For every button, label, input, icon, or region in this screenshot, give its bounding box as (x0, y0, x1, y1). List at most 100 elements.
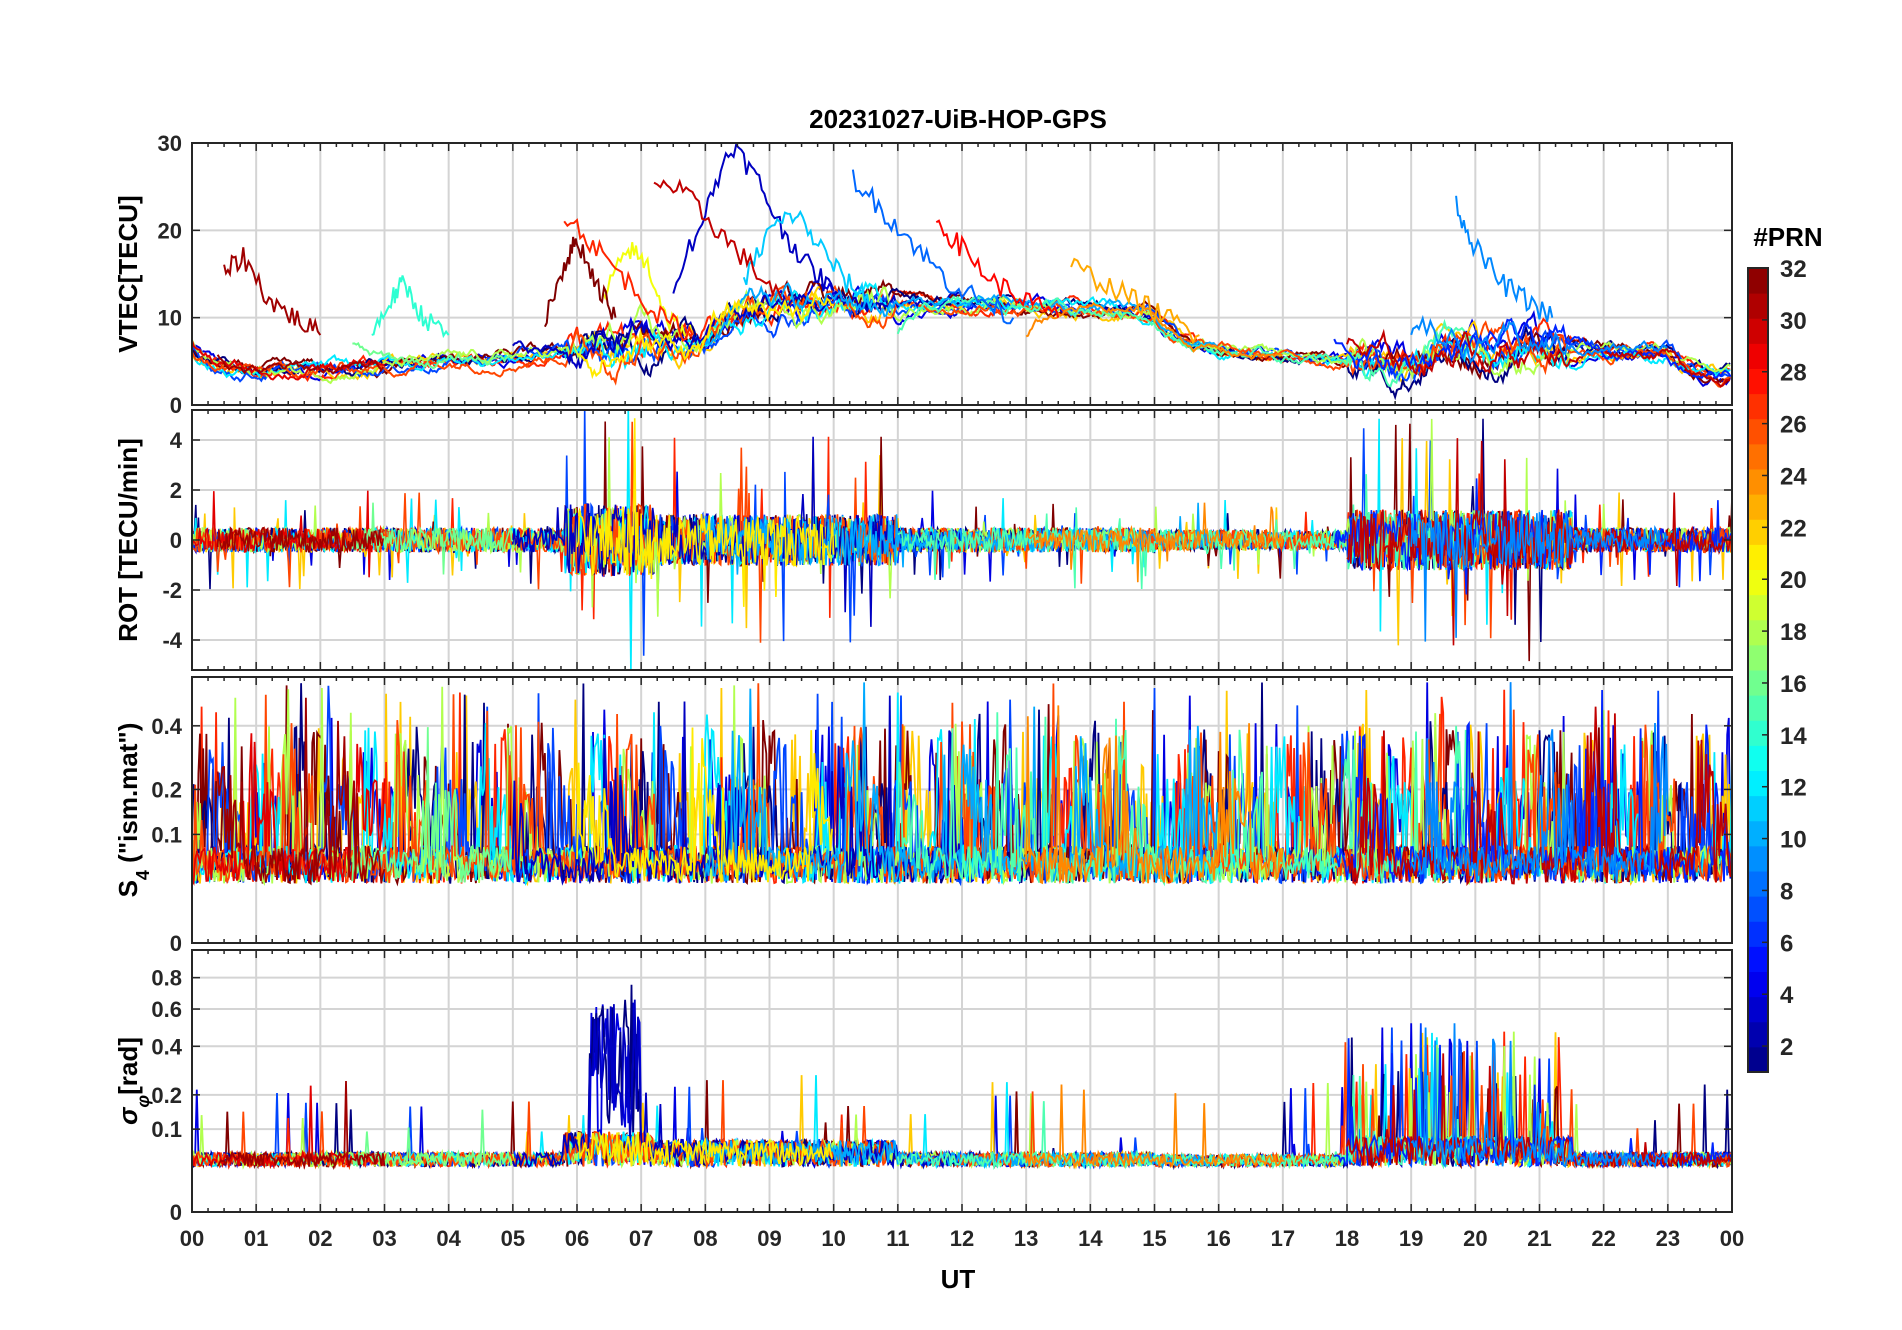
y-tick-label: 0.8 (151, 966, 182, 991)
sigma-trace-prn-15 (896, 1047, 1476, 1171)
colorbar-segment (1748, 795, 1768, 822)
sigma-trace-prn-24 (1025, 1084, 1284, 1170)
panel-s4: 00.10.20.4S4 ("ism.mat") (113, 676, 1733, 956)
y-axis-label-main: S (113, 880, 143, 897)
y-tick-label: 0.6 (151, 997, 182, 1022)
colorbar-segment (1748, 996, 1768, 1023)
colorbar-segment (1748, 393, 1768, 420)
colorbar-segment (1748, 318, 1768, 344)
x-tick-label: 11 (886, 1226, 909, 1251)
y-axis-label-rot: ROT [TECU/min] (113, 438, 143, 642)
colorbar-tick-label: 2 (1780, 1034, 1793, 1061)
y-axis-label-vtec: VTEC[TECU] (113, 195, 143, 352)
colorbar-segment (1748, 494, 1768, 520)
s4-trace-prn-30 (1346, 706, 1732, 887)
x-axis-label: UT (941, 1264, 976, 1294)
colorbar-segment (1748, 820, 1768, 847)
y-tick-label: 0 (170, 1200, 182, 1225)
panel-vtec: 0 10 20 30 VTEC[TECU] (113, 131, 1733, 418)
vtec-trace-prn-31 (216, 354, 385, 375)
colorbar-tick-label: 28 (1780, 360, 1807, 387)
vtec-series-prn-27 (563, 218, 694, 343)
x-tick-label: 17 (1271, 1226, 1295, 1251)
y-tick-label: 0 (170, 393, 182, 418)
x-tick-label: 21 (1527, 1226, 1551, 1251)
colorbar-tick-label: 30 (1780, 308, 1807, 335)
colorbar-tick-label: 26 (1780, 412, 1807, 439)
x-tick-label: 02 (308, 1226, 332, 1251)
x-tick-label: 18 (1335, 1226, 1359, 1251)
y-axis-label-sub: 4 (133, 870, 153, 880)
colorbar-segment (1748, 544, 1768, 570)
colorbar-segment (1748, 770, 1768, 797)
sigma-trace-prn-16 (351, 1109, 512, 1167)
vtec-series-prn-28 (935, 219, 1060, 318)
x-tick-label: 05 (501, 1226, 525, 1251)
vtec-trace-prn-6 (1333, 317, 1732, 380)
colorbar-tick-label: 24 (1780, 463, 1807, 490)
colorbar-segment (1748, 619, 1768, 646)
sigma-trace-prn-9 (1410, 1023, 1669, 1170)
panel-rot: -4 -2 0 2 4 ROT [TECU/min] (113, 409, 1733, 671)
y-axis-label-rest: ("ism.mat") (113, 723, 143, 870)
colorbar-segment (1748, 418, 1768, 445)
rot-trace-prn-24 (1025, 502, 1284, 583)
y-tick-label: -4 (162, 628, 182, 653)
colorbar-title: #PRN (1753, 222, 1822, 252)
colorbar-segment (1748, 720, 1768, 746)
s4-trace-prn-10 (704, 682, 1218, 884)
colorbar-segment (1748, 469, 1768, 495)
y-tick-label: 0.2 (151, 1083, 182, 1108)
colorbar-segment (1748, 946, 1768, 972)
sigma-trace-prn-31 (216, 1080, 386, 1170)
y-tick-label: 0.2 (151, 777, 182, 802)
data-rot (192, 410, 1732, 670)
data-sigma_phi (192, 984, 1732, 1171)
vtec-trace-prn-3 (512, 290, 962, 370)
colorbar-tick-label: 8 (1780, 878, 1793, 905)
x-tick-label: 00 (1720, 1226, 1744, 1251)
rot-trace-prn-9 (1410, 510, 1669, 642)
x-tick-label: 12 (950, 1226, 974, 1251)
colorbar-segment (1748, 293, 1768, 319)
colorbar-segment (1748, 921, 1768, 947)
data-vtec (192, 143, 1732, 401)
x-tick-label: 20 (1463, 1226, 1487, 1251)
colorbar-segment (1748, 670, 1768, 696)
colorbar-frame (1747, 267, 1769, 1073)
colorbar-segment (1748, 569, 1768, 596)
vtec-trace-prn-24 (1025, 301, 1283, 361)
panel-sigma_phi: 0 0.1 0.2 0.4 0.6 0.8 σφ[rad] (113, 949, 1733, 1225)
y-tick-label: -2 (162, 578, 182, 603)
y-tick-label: 10 (158, 306, 182, 331)
x-tick-label: 16 (1206, 1226, 1230, 1251)
vtec-trace-prn-10 (704, 282, 1218, 349)
y-tick-label: 20 (158, 218, 182, 243)
chart-title: 20231027-UiB-HOP-GPS (809, 104, 1107, 134)
vtec-series-prn-3 (672, 143, 835, 294)
x-tick-label: 06 (565, 1226, 589, 1251)
x-tick-label: 00 (180, 1226, 204, 1251)
y-tick-label: 0.4 (151, 1034, 182, 1059)
colorbar-segment (1748, 695, 1768, 721)
x-axis: 00 01 02 03 04 05 06 07 08 09 10 11 12 13 14 15 16 17 18 19… (180, 1226, 1744, 1251)
s4-trace-prn-26 (192, 683, 1732, 885)
colorbar-tick-label: 20 (1780, 567, 1807, 594)
colorbar-segment (1748, 268, 1768, 294)
s4-trace-prn-9 (1410, 682, 1669, 884)
x-tick-label: 01 (244, 1226, 268, 1251)
colorbar-tick-label: 18 (1780, 619, 1807, 646)
colorbar-segment (1748, 343, 1768, 369)
y-tick-label: 0 (170, 931, 182, 956)
colorbar-tick-label: 4 (1780, 982, 1794, 1009)
colorbar-tick-label: 22 (1780, 515, 1807, 542)
s4-trace-prn-21 (576, 727, 833, 884)
vtec-trace-prn-9 (1410, 314, 1668, 364)
vtec-trace-prn-21 (576, 291, 834, 380)
x-tick-label: 22 (1591, 1226, 1615, 1251)
vtec-trace-prn-18 (192, 286, 1731, 385)
